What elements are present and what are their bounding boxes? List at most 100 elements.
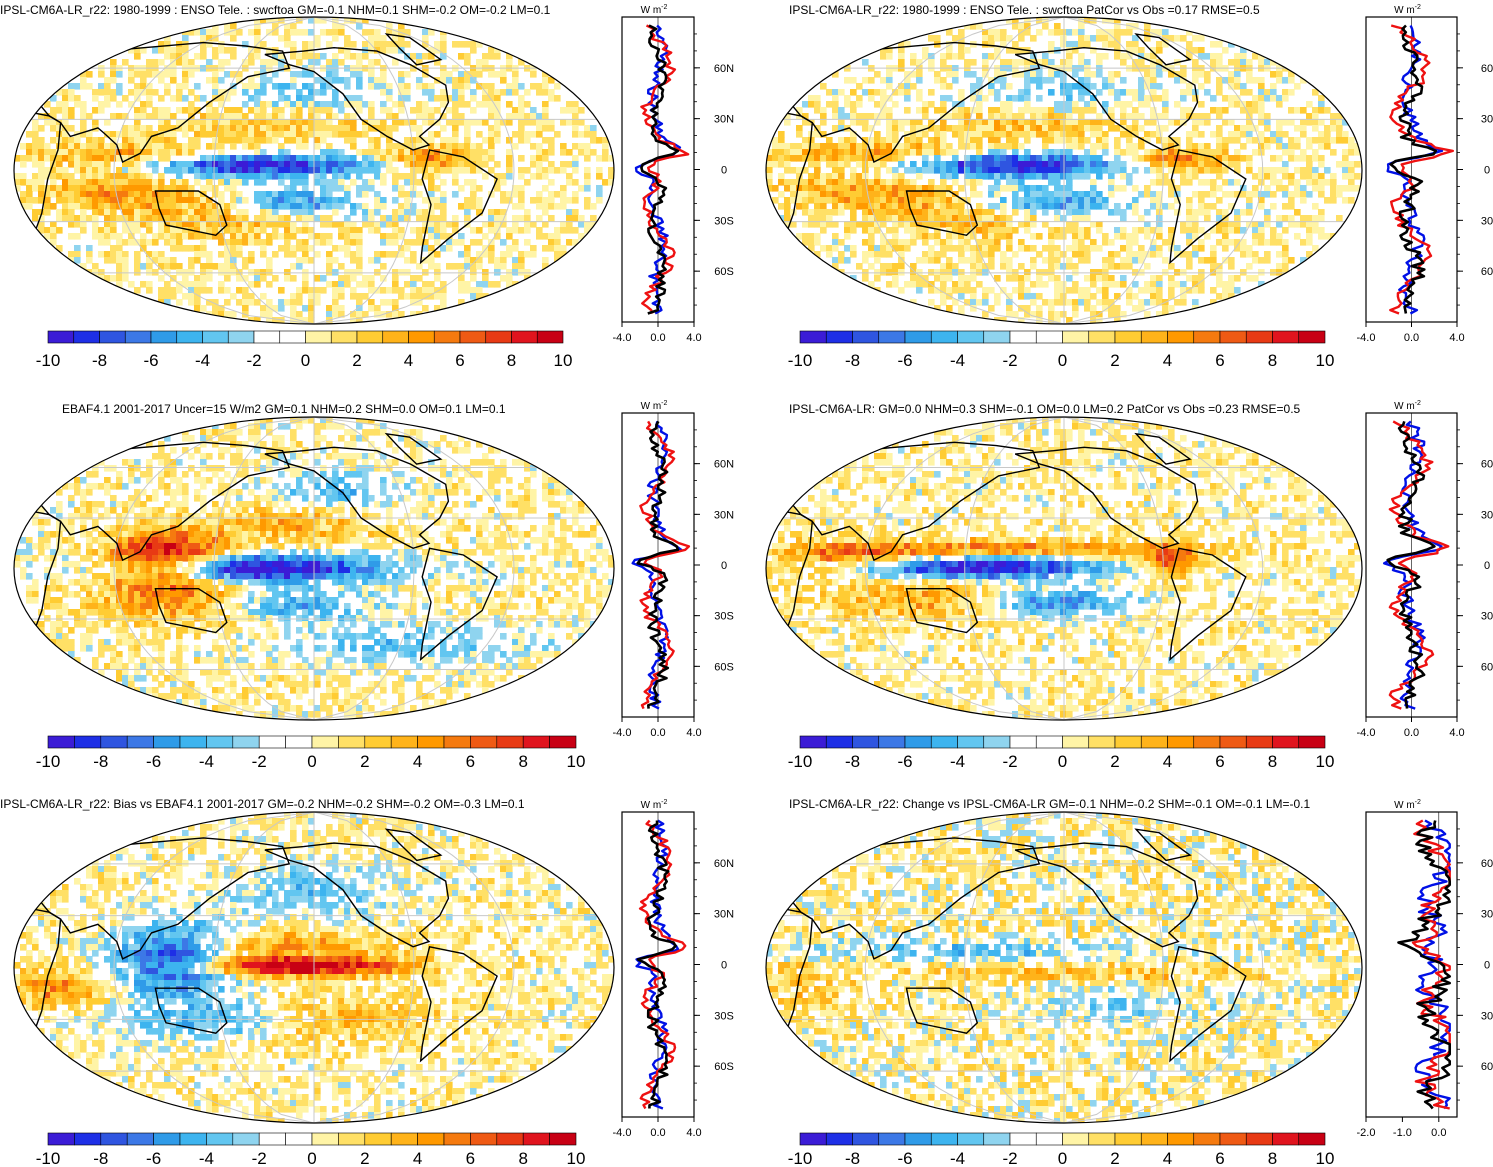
colorbar-box <box>1035 330 1063 344</box>
colorbar-box <box>47 735 75 749</box>
colorbar-box <box>1245 735 1273 749</box>
colorbar-tick-label: 8 <box>1268 351 1277 370</box>
colorbar-tick-label: 2 <box>352 351 361 370</box>
colorbar-box <box>1035 1132 1063 1146</box>
colorbar-box <box>338 735 366 749</box>
colorbar-tick-label: 2 <box>1110 752 1119 771</box>
colorbar-box <box>825 1132 853 1146</box>
colorbar-box <box>904 330 932 344</box>
colorbar-tick-label: 6 <box>455 351 464 370</box>
units-label: W m-2 <box>641 400 668 412</box>
colorbar-tick-label: 8 <box>1268 752 1277 771</box>
colorbar-box <box>364 1132 392 1146</box>
colorbar-tick-label: 10 <box>567 1149 586 1167</box>
colorbar-box <box>957 330 985 344</box>
colorbar-box <box>496 1132 524 1146</box>
colorbar-box <box>1167 1132 1195 1146</box>
colorbar-box <box>799 735 827 749</box>
colorbar-tick-label: -6 <box>897 752 912 771</box>
colorbar-tick-label: -6 <box>146 1149 161 1167</box>
panel-1: IPSL-CM6A-LR_r22: 1980-1999 : ENSO Tele.… <box>0 3 734 370</box>
lat-tick-label: 60 <box>1481 63 1493 75</box>
zonal-profile: 60 30 0 30 60 -4.0 0.0 4.0 W m-2 <box>1357 4 1493 344</box>
graticule <box>31 416 597 721</box>
colorbar-tick-label: -6 <box>897 1149 912 1167</box>
colorbar-box <box>1062 330 1090 344</box>
colorbar-tick-label: -4 <box>950 351 965 370</box>
colorbar-tick-label: 8 <box>518 1149 527 1167</box>
colorbar-box <box>485 330 512 344</box>
colorbar-box <box>1167 330 1195 344</box>
panel-title: IPSL-CM6A-LR: GM=0.0 NHM=0.3 SHM=-0.1 OM… <box>789 402 1301 416</box>
graticule <box>783 811 1345 1124</box>
lat-tick-label: 60 <box>1481 661 1493 673</box>
colorbar-box <box>1219 330 1247 344</box>
profile-line-observations <box>1389 24 1454 315</box>
colorbar-box <box>74 1132 102 1146</box>
zonal-profile: 60N 30N 0 30S 60S -4.0 0.0 4.0 W m-2 <box>613 799 735 1139</box>
colorbar-box <box>1193 1132 1221 1146</box>
colorbar-box <box>382 330 409 344</box>
zonal-profile: 60N 30N 0 30S 60S -4.0 0.0 4.0 W m-2 <box>613 400 735 739</box>
profile-line-mean <box>1386 420 1436 709</box>
colorbar-box <box>153 1132 181 1146</box>
colorbar-tick-label: 6 <box>1215 752 1224 771</box>
colorbar: -10 -8 -6 -4 -2 0 2 4 6 8 10 <box>36 330 572 370</box>
units-label: W m-2 <box>1394 4 1421 16</box>
colorbar-tick-label: -4 <box>199 752 214 771</box>
colorbar-box <box>1245 1132 1273 1146</box>
colorbar-box <box>390 735 418 749</box>
map-border <box>765 16 1363 325</box>
x-tick-label: -4.0 <box>613 727 632 739</box>
colorbar: -10 -8 -6 -4 -2 0 2 4 6 8 10 <box>788 735 1335 771</box>
colorbar: -10 -8 -6 -4 -2 0 2 4 6 8 10 <box>788 1132 1335 1167</box>
colorbar-tick-label: 0 <box>301 351 310 370</box>
colorbar-box <box>549 735 577 749</box>
colorbar-box <box>878 1132 906 1146</box>
colorbar-tick-label: 6 <box>1215 351 1224 370</box>
colorbar-box <box>1114 735 1142 749</box>
lat-tick-label: 30 <box>1481 215 1493 227</box>
colorbar-box <box>930 735 958 749</box>
colorbar-box <box>417 1132 445 1146</box>
colorbar-box <box>930 1132 958 1146</box>
colorbar-box <box>179 1132 207 1146</box>
map-field <box>766 812 1361 1123</box>
panel-title: IPSL-CM6A-LR_r22: 1980-1999 : ENSO Tele.… <box>0 3 551 17</box>
colorbar-box <box>1272 735 1300 749</box>
colorbar-tick-label: 8 <box>1268 1149 1277 1167</box>
lat-tick-label: 0 <box>1484 560 1490 572</box>
colorbar-box <box>1272 1132 1300 1146</box>
panel-4: IPSL-CM6A-LR: GM=0.0 NHM=0.3 SHM=-0.1 OM… <box>765 400 1493 771</box>
colorbar-tick-label: 10 <box>1316 752 1335 771</box>
colorbar-tick-label: -2 <box>1002 351 1017 370</box>
x-tick-label: 4.0 <box>1449 332 1464 344</box>
colorbar-tick-label: 4 <box>1163 351 1172 370</box>
profile-line-observations <box>1411 819 1451 1110</box>
colorbar-box <box>73 330 100 344</box>
colorbar-tick-label: -10 <box>788 351 813 370</box>
colorbar-tick-label: 10 <box>1316 1149 1335 1167</box>
colorbar-tick-label: -2 <box>1002 1149 1017 1167</box>
colorbar-box <box>408 330 435 344</box>
colorbar-box <box>1009 735 1037 749</box>
graticule <box>31 16 597 325</box>
colorbar-tick-label: -4 <box>950 1149 965 1167</box>
x-tick-label: 0.0 <box>1431 1127 1446 1139</box>
colorbar-box <box>279 330 306 344</box>
map-field <box>14 417 614 718</box>
lat-tick-label: 0 <box>721 960 727 972</box>
colorbar-tick-label: -2 <box>252 752 267 771</box>
colorbar-box <box>878 330 906 344</box>
x-tick-label: 4.0 <box>686 727 701 739</box>
colorbar-box <box>957 735 985 749</box>
colorbar-box <box>852 735 880 749</box>
panel-2: IPSL-CM6A-LR_r22: 1980-1999 : ENSO Tele.… <box>765 3 1493 370</box>
map-border <box>765 416 1363 721</box>
colorbar-box <box>852 330 880 344</box>
x-tick-label: -4.0 <box>613 332 632 344</box>
coastlines <box>14 432 498 662</box>
colorbar-box <box>150 330 178 344</box>
colorbar-tick-label: 10 <box>1316 351 1335 370</box>
colorbar-tick-label: -4 <box>199 1149 214 1167</box>
